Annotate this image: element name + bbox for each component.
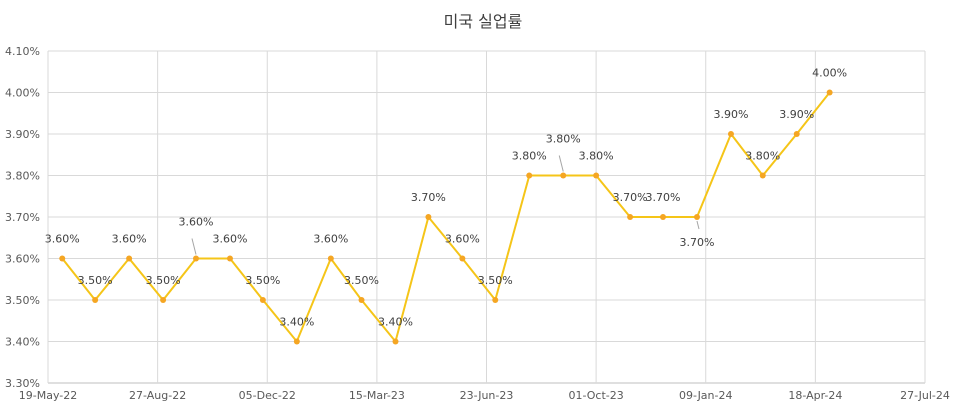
x-tick-label: 27-Jul-24	[900, 389, 950, 402]
y-tick-label: 3.70%	[5, 211, 40, 224]
data-label: 3.80%	[546, 133, 581, 146]
data-point	[327, 255, 334, 262]
data-point	[659, 214, 666, 220]
y-tick-label: 4.00%	[5, 87, 40, 100]
label-leader-line	[558, 155, 564, 172]
x-tick-label: 09-Jan-24	[679, 389, 733, 402]
y-tick-label: 3.40%	[5, 336, 40, 349]
data-point	[92, 297, 99, 303]
chart-title: 미국 실업률	[443, 12, 523, 31]
data-point	[793, 131, 800, 137]
data-point	[192, 255, 199, 262]
data-point	[560, 172, 567, 179]
data-point	[293, 338, 300, 345]
data-label: 3.50%	[344, 274, 379, 287]
data-label: 3.60%	[213, 233, 248, 246]
data-point	[593, 172, 600, 179]
data-label: 3.70%	[411, 191, 446, 204]
x-tick-label: 19-May-22	[19, 389, 77, 402]
data-label: 3.60%	[45, 233, 80, 246]
x-tick-label: 05-Dec-22	[239, 389, 296, 402]
data-point	[358, 297, 365, 303]
data-label: 3.60%	[445, 233, 480, 246]
data-point	[627, 214, 634, 220]
y-tick-label: 3.50%	[5, 294, 40, 307]
data-label: 3.90%	[779, 108, 814, 121]
y-tick-label: 3.80%	[5, 170, 40, 183]
data-point	[226, 255, 233, 262]
y-tick-label: 3.90%	[5, 128, 40, 141]
data-point	[259, 297, 266, 303]
data-label: 3.80%	[745, 150, 780, 163]
data-label: 3.40%	[378, 316, 413, 329]
data-label: 4.00%	[812, 67, 847, 80]
y-tick-label: 3.30%	[5, 377, 40, 390]
data-label: 3.40%	[279, 316, 314, 329]
data-point	[826, 89, 833, 96]
data-label: 3.50%	[245, 274, 280, 287]
data-label: 3.50%	[478, 274, 513, 287]
x-tick-label: 18-Apr-24	[788, 389, 842, 402]
data-label: 3.60%	[112, 233, 147, 246]
data-label: 3.70%	[613, 191, 648, 204]
data-point	[759, 172, 766, 179]
y-tick-label: 3.60%	[5, 253, 40, 266]
data-point	[459, 255, 466, 262]
x-tick-label: 15-Mar-23	[349, 389, 405, 402]
x-tick-label: 01-Oct-23	[568, 389, 623, 402]
data-point	[526, 172, 533, 179]
data-label: 3.80%	[512, 150, 547, 163]
data-point	[727, 131, 734, 137]
label-leader-line	[191, 238, 197, 255]
data-label: 3.60%	[179, 216, 214, 229]
data-label: 3.70%	[680, 236, 715, 249]
data-label: 3.50%	[146, 274, 181, 287]
y-tick-label: 4.10%	[5, 45, 40, 58]
data-label: 3.60%	[313, 233, 348, 246]
data-point	[392, 338, 399, 345]
data-point	[425, 214, 432, 220]
data-point	[126, 255, 133, 262]
data-label: 3.70%	[646, 191, 681, 204]
data-point	[59, 255, 66, 262]
label-leader-line	[696, 220, 700, 230]
x-tick-label: 23-Jun-23	[460, 389, 514, 402]
series-line	[61, 91, 831, 344]
data-point	[693, 214, 700, 220]
data-label: 3.90%	[713, 108, 748, 121]
data-label: 3.80%	[579, 150, 614, 163]
data-point	[160, 297, 167, 303]
data-point	[492, 297, 499, 303]
data-label: 3.50%	[78, 274, 113, 287]
x-tick-label: 27-Aug-22	[129, 389, 186, 402]
